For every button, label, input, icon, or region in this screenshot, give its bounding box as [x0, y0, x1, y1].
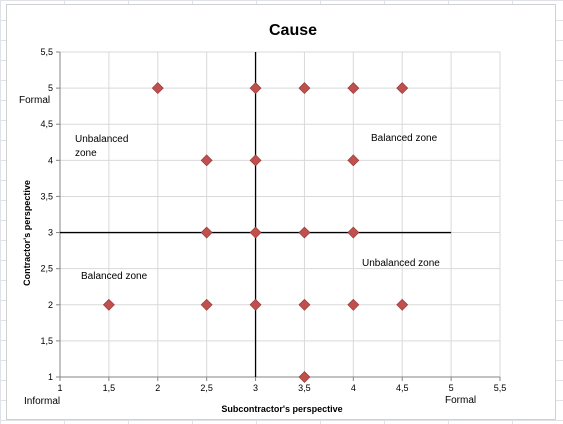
zone-label-top-left-line2: zone: [75, 148, 97, 159]
data-points: [102, 82, 409, 383]
gridlines: [60, 51, 501, 377]
y-tick-label: 4: [48, 155, 53, 165]
x-tick-label: 4,5: [396, 383, 409, 393]
data-point: [347, 82, 360, 95]
zone-label-top-right: Balanced zone: [371, 133, 438, 144]
data-point: [200, 154, 213, 167]
axes: [56, 51, 501, 381]
x-tick-label: 1,5: [103, 383, 116, 393]
x-tick-label: 2,5: [200, 383, 213, 393]
y-axis-max-label: Formal: [19, 95, 50, 106]
y-tick-label: 5: [48, 83, 53, 93]
data-point: [347, 226, 360, 239]
y-axis-title: Contractor's perspective: [22, 180, 32, 286]
data-point: [298, 371, 311, 383]
x-tick-label: 1: [57, 383, 62, 393]
data-point: [298, 226, 311, 239]
x-tick-label: 3: [253, 383, 258, 393]
y-tick-label: 2: [48, 300, 53, 310]
x-tick-label: 2: [155, 383, 160, 393]
data-point: [200, 298, 213, 311]
data-point: [347, 298, 360, 311]
data-point: [396, 82, 409, 95]
data-point: [249, 298, 262, 311]
x-tick-label: 5: [449, 383, 454, 393]
zone-label-top-left-line1: Unbalanced: [75, 134, 128, 145]
zone-label-bottom-right: Unbalanced zone: [362, 258, 440, 269]
y-tick-label: 4,5: [40, 119, 53, 129]
y-tick-label: 3: [48, 228, 53, 238]
zone-label-bottom-left: Balanced zone: [81, 271, 148, 282]
data-point: [151, 82, 164, 95]
y-tick-label: 5,5: [40, 47, 53, 57]
data-point: [298, 82, 311, 95]
data-point: [298, 298, 311, 311]
data-point: [249, 154, 262, 167]
x-axis-title: Subcontractor's perspective: [221, 404, 342, 414]
y-tick-label: 2,5: [40, 264, 53, 274]
data-point: [102, 298, 115, 311]
chart-area[interactable]: [6, 4, 556, 420]
data-point: [249, 82, 262, 95]
x-tick-label: 3,5: [298, 383, 311, 393]
y-tick-label: 3,5: [40, 191, 53, 201]
y-tick-label: 1: [48, 372, 53, 382]
y-tick-label: 1,5: [40, 336, 53, 346]
x-axis-max-label: Formal: [445, 395, 476, 406]
tick-labels: 1 1,5 2 2,5 3 3,5 4 4,5 5 5,5 1 1,5 2 2,5 3 3,5 4 4,5 5 5,5: [40, 47, 506, 393]
data-point: [200, 226, 213, 239]
quadrant-dividers: [60, 52, 452, 377]
x-tick-label: 5,5: [494, 383, 507, 393]
data-point: [396, 298, 409, 311]
x-tick-label: 4: [351, 383, 356, 393]
data-point: [249, 226, 262, 239]
data-point: [347, 154, 360, 167]
chart-title: Cause: [269, 22, 317, 39]
x-axis-min-label: Informal: [24, 396, 60, 407]
